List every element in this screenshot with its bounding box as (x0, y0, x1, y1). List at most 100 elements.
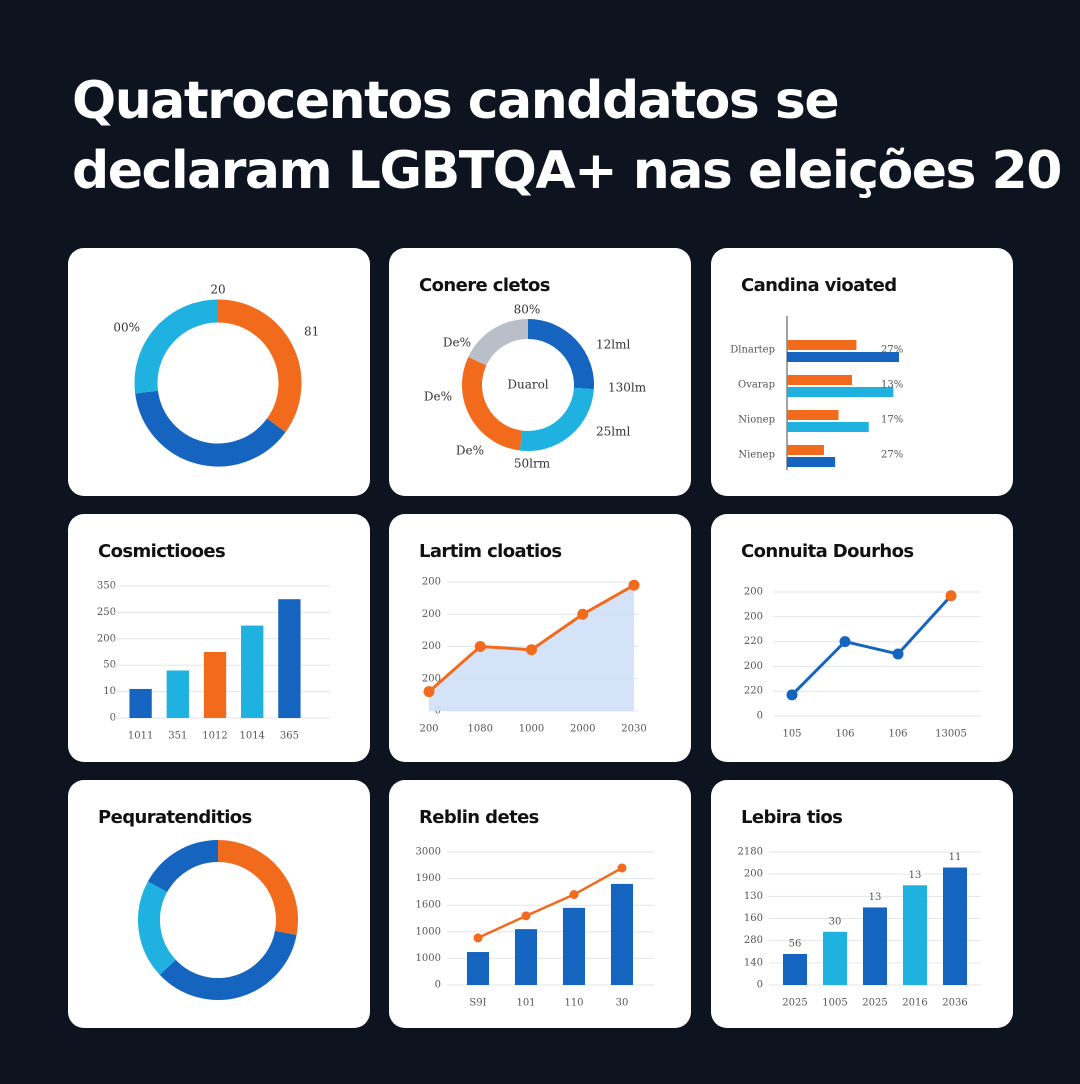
marker (892, 648, 904, 660)
x-tick-label: 1014 (239, 731, 264, 742)
card-title: Lebira tios (741, 807, 842, 828)
y-tick-label: 0 (757, 711, 763, 722)
card-title: Conere cletos (419, 275, 550, 296)
x-tick-label: 110 (564, 998, 583, 1009)
y-tick-label: 220 (744, 686, 763, 697)
donut-segment (159, 930, 297, 1000)
card-background (68, 780, 370, 1028)
donut-segment (147, 840, 219, 893)
title-line: declaram LGBTQA+ nas eleições 20 (72, 141, 1061, 201)
bar (466, 952, 490, 985)
annotation: 56 (789, 938, 802, 949)
chart-card: Conere cletos Duarol 80% De% 12lml 130lm De% 25… (389, 248, 691, 496)
x-tick-label: 2016 (902, 998, 927, 1009)
bar (787, 457, 836, 467)
x-tick-label: 106 (835, 729, 854, 740)
y-tick-label: 200 (744, 869, 763, 880)
x-tick-label: 200 (419, 724, 438, 735)
x-tick-label: 2000 (570, 724, 595, 735)
y-tick-label: 200 (422, 673, 441, 684)
bar (514, 929, 538, 985)
marker (526, 644, 537, 656)
card-title: Lartim cloatios (419, 541, 562, 562)
y-tick-label: 3000 (416, 847, 441, 858)
chart-card: Lebira tios 0 140 280 160 130 200 2180 2025 1005 2… (711, 780, 1013, 1028)
x-tick-label: 1005 (822, 998, 847, 1009)
x-tick-label: 1012 (202, 731, 227, 742)
x-tick-label: 2030 (621, 724, 646, 735)
x-tick-label: 351 (168, 731, 187, 742)
donut-segment (217, 840, 298, 935)
marker (569, 890, 579, 900)
annotation: 130lm (608, 381, 647, 395)
y-tick-label: 200 (422, 609, 441, 620)
annotation: 12lml (596, 338, 630, 352)
y-tick-label: 280 (744, 935, 763, 946)
card-title: Candina vioated (741, 275, 897, 296)
annotation: 20 (210, 283, 225, 297)
marker (617, 863, 627, 873)
bar (203, 652, 227, 718)
x-tick-label: 1011 (128, 731, 153, 742)
y-tick-label: 200 (422, 641, 441, 652)
bar (823, 931, 847, 985)
annotation: 50lrm (514, 457, 551, 471)
title-line: Quatrocentos canddatos se (72, 71, 838, 131)
annotation: 11 (949, 852, 962, 863)
annotation: 00% (113, 321, 140, 335)
y-tick-label: Nienep (738, 450, 775, 461)
bar (787, 387, 894, 397)
bar (863, 907, 887, 985)
annotation: 27% (881, 450, 903, 461)
donut-segment (138, 881, 177, 975)
x-tick-label: 2025 (862, 998, 887, 1009)
x-tick-label: 105 (782, 729, 801, 740)
y-tick-label: 200 (97, 633, 116, 644)
marker (521, 911, 531, 921)
donut-segment (462, 356, 523, 451)
chart-card: Lartim cloatios0200200200200200108010002… (389, 514, 691, 762)
y-tick-label: 200 (422, 577, 441, 588)
y-tick-label: 0 (435, 980, 441, 991)
donut-segment (217, 299, 302, 433)
annotation: De% (456, 444, 484, 458)
marker (473, 933, 483, 943)
card-title: Cosmictiooes (98, 541, 225, 562)
line (477, 866, 623, 940)
annotation: 13 (909, 870, 922, 881)
y-tick-label: 10 (103, 686, 116, 697)
y-tick-label: 220 (744, 636, 763, 647)
card-background (389, 248, 691, 496)
y-tick-label: Dlnartep (730, 345, 775, 356)
y-tick-label: 130 (744, 891, 763, 902)
chart-card: Candina vioated Dlnartep 27% Ovarap 13% Nione… (711, 248, 1013, 496)
y-tick-label: 200 (744, 661, 763, 672)
bar (943, 867, 967, 985)
donut-segment (134, 299, 219, 394)
y-tick-label: 1000 (416, 926, 441, 937)
chart-card: Pequratenditios (68, 780, 370, 1028)
x-tick-label: S9I (469, 998, 486, 1009)
x-tick-label: 13005 (935, 729, 967, 740)
x-tick-label: 1000 (519, 724, 544, 735)
y-tick-label: 2180 (738, 847, 763, 858)
y-tick-label: 200 (744, 587, 763, 598)
marker (474, 641, 486, 652)
chart-card: Reblin detes 0 1000 1000 1600 1900 3000 S9I 101 1… (389, 780, 691, 1028)
x-tick-label: 2036 (942, 998, 967, 1009)
card-background (68, 248, 370, 496)
x-tick-label: 106 (888, 729, 907, 740)
annotation: De% (443, 336, 471, 350)
bar (562, 907, 586, 985)
x-tick-label: 101 (516, 998, 535, 1009)
card-title: Reblin detes (419, 807, 539, 828)
x-tick-label: 2025 (782, 998, 807, 1009)
chart-card: 20 00% 81 (68, 248, 370, 496)
bar (129, 688, 152, 718)
x-tick-label: 1080 (468, 724, 493, 735)
bar (783, 953, 807, 985)
marker (628, 579, 640, 591)
